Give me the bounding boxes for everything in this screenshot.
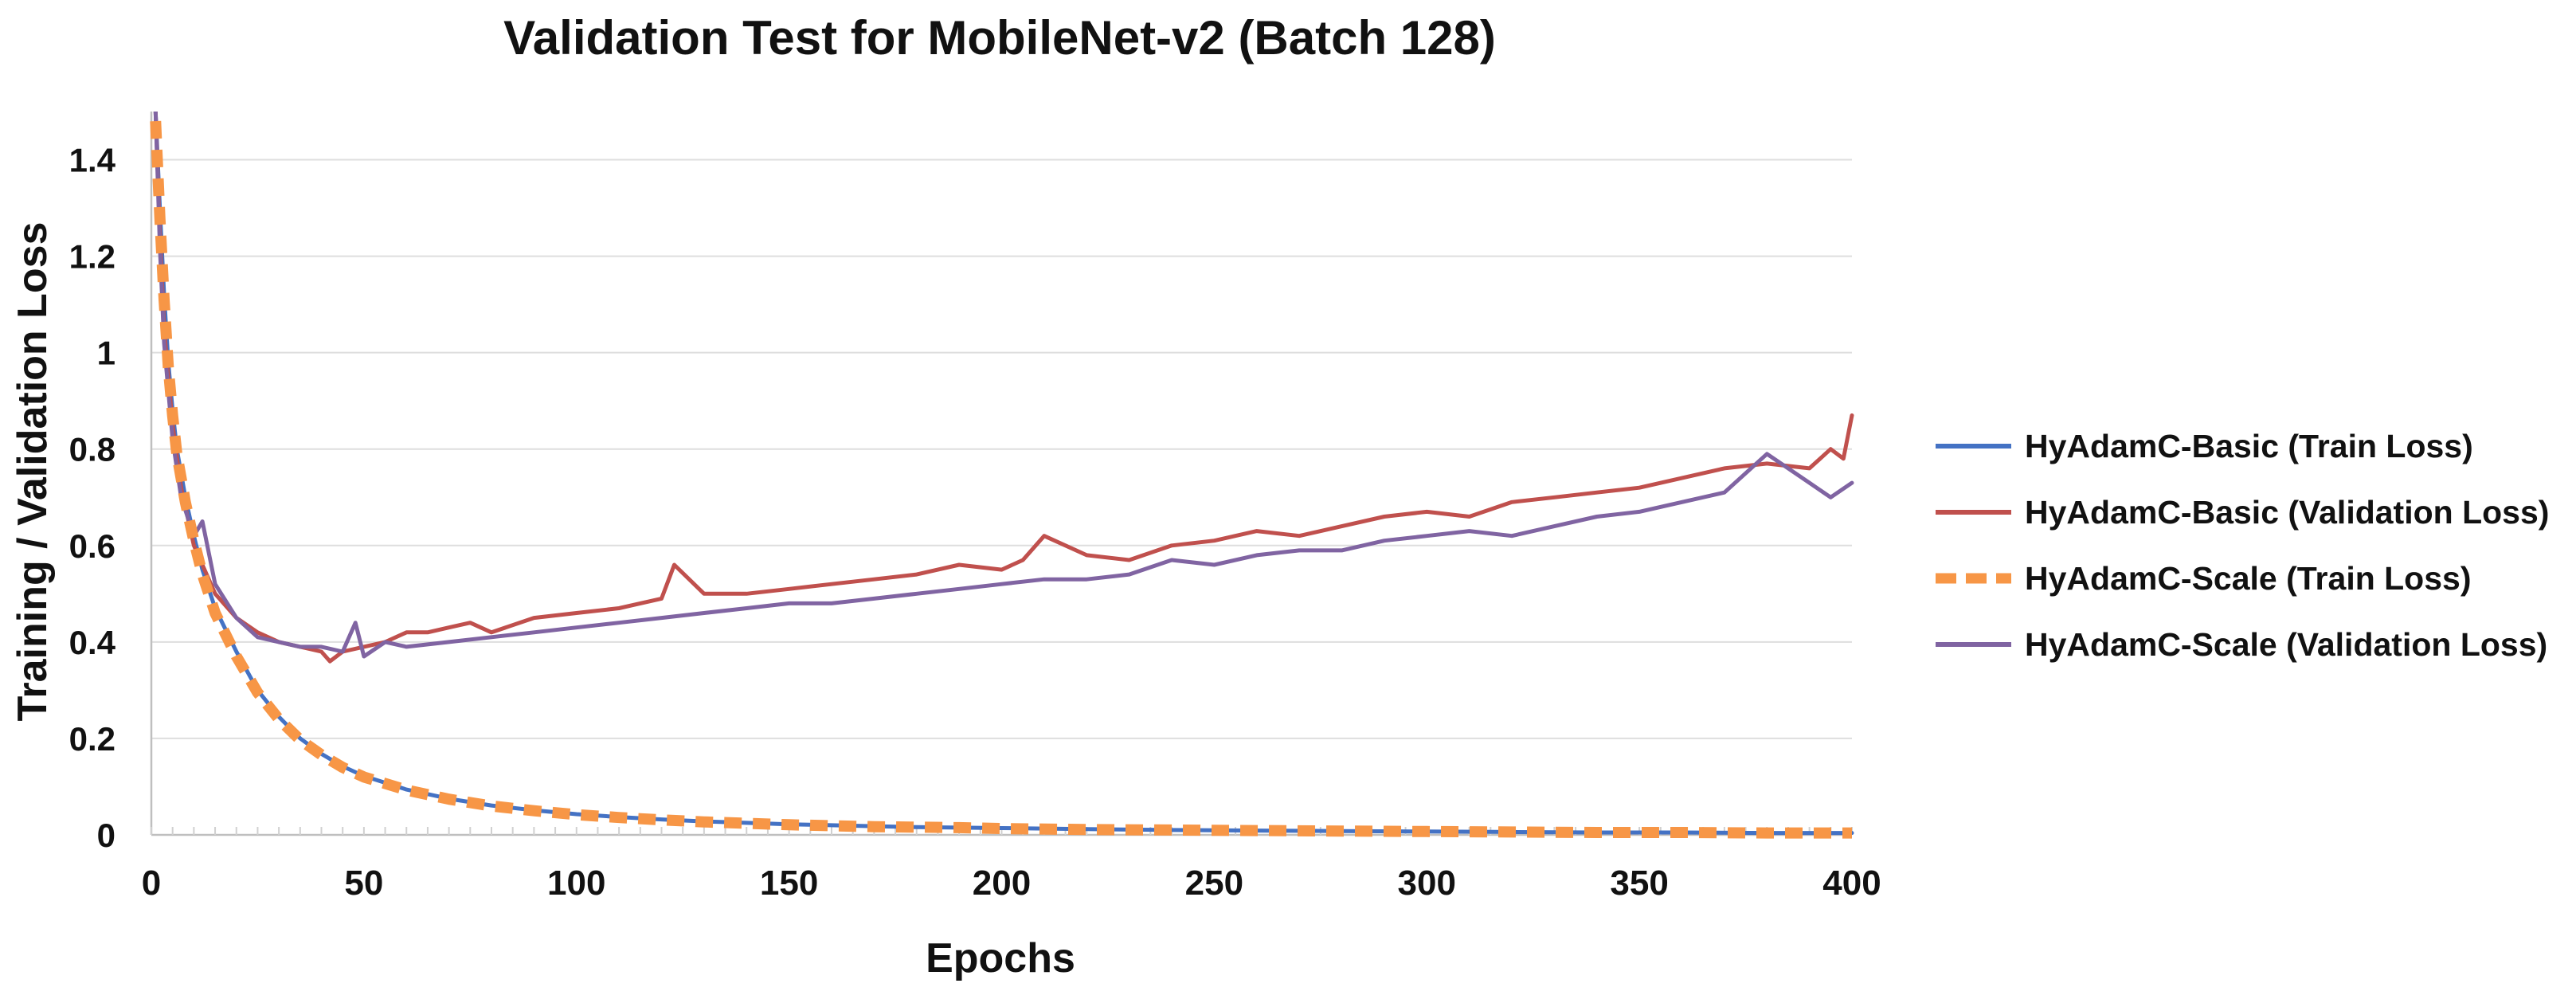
y-tick-label: 1 bbox=[97, 335, 115, 372]
legend-label-1: HyAdamC-Basic (Validation Loss) bbox=[2025, 494, 2549, 531]
axes bbox=[150, 112, 1853, 836]
legend-label-0: HyAdamC-Basic (Train Loss) bbox=[2025, 428, 2473, 464]
x-tick-label: 300 bbox=[1398, 864, 1456, 903]
x-tick-label: 150 bbox=[760, 864, 818, 903]
x-tick-label: 50 bbox=[344, 864, 383, 903]
series-line-2 bbox=[150, 120, 1852, 839]
series-line-3 bbox=[153, 112, 1854, 659]
x-axis-title: Epochs bbox=[926, 935, 1075, 981]
series-line-1 bbox=[153, 112, 1854, 664]
y-tick-label: 0 bbox=[97, 817, 115, 854]
y-tick-label: 0.2 bbox=[69, 720, 115, 758]
x-tick-label: 400 bbox=[1822, 864, 1881, 903]
x-tick-label: 100 bbox=[547, 864, 605, 903]
y-tick-label: 0.6 bbox=[69, 527, 115, 565]
y-tick-label: 1.4 bbox=[69, 142, 116, 179]
x-tick-label: 200 bbox=[973, 864, 1031, 903]
series-layer bbox=[150, 112, 1854, 839]
x-tick-label: 0 bbox=[142, 864, 161, 903]
series-line-0 bbox=[153, 112, 1854, 836]
x-tick-label: 350 bbox=[1610, 864, 1668, 903]
legend-label-2: HyAdamC-Scale (Train Loss) bbox=[2025, 560, 2472, 597]
legend: HyAdamC-Basic (Train Loss) HyAdamC-Basic … bbox=[1936, 428, 2549, 663]
gridlines bbox=[151, 159, 1852, 739]
chart-title: Validation Test for MobileNet-v2 (Batch … bbox=[503, 11, 1496, 65]
x-axis-ticks: 0 50 100 150 200 250 300 350 400 bbox=[142, 864, 1881, 903]
y-tick-label: 1.2 bbox=[69, 238, 115, 276]
y-axis-title: Training / Validation Loss bbox=[10, 222, 56, 722]
x-tick-label: 250 bbox=[1185, 864, 1243, 903]
y-axis-ticks: 0 0.2 0.4 0.6 0.8 1 1.2 1.4 bbox=[69, 142, 116, 854]
y-tick-label: 0.8 bbox=[69, 431, 115, 468]
legend-label-3: HyAdamC-Scale (Validation Loss) bbox=[2025, 626, 2547, 663]
y-tick-label: 0.4 bbox=[69, 624, 116, 661]
